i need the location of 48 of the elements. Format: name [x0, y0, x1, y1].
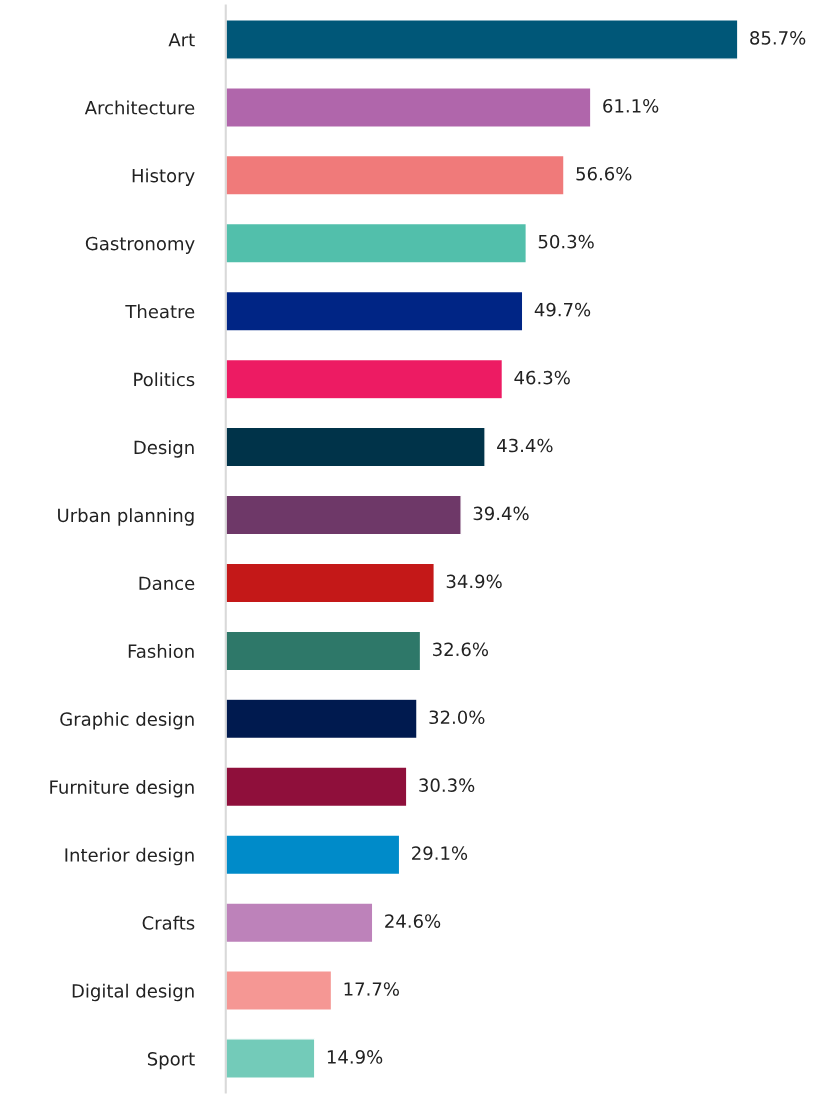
y-tick-label: Design	[134, 440, 194, 458]
bar	[225, 19, 739, 60]
data-label: 50.3%	[538, 234, 594, 249]
data-label: 17.7%	[344, 982, 399, 996]
data-label: 14.9%	[327, 1050, 383, 1064]
bar	[225, 426, 486, 468]
data-label: 61.1%	[603, 98, 659, 113]
y-tick-label: Crafts	[142, 915, 195, 930]
y-tick-label: Fashion	[128, 644, 194, 659]
data-label: 30.3%	[419, 778, 475, 793]
bar	[225, 222, 528, 264]
data-label: 46.3%	[514, 370, 570, 385]
y-tick-label: Sport	[147, 1052, 195, 1070]
y-tick-label: Urban planning	[58, 508, 194, 526]
data-label: 43.4%	[497, 438, 553, 453]
y-tick-label: Art	[168, 33, 195, 47]
bar	[225, 630, 422, 672]
data-label: 34.9%	[446, 574, 502, 589]
data-label: 56.6%	[576, 166, 632, 181]
y-tick-label: Theatre	[125, 304, 195, 319]
bar	[225, 154, 565, 196]
data-label: 32.6%	[433, 642, 489, 657]
y-tick-label: Dance	[139, 576, 195, 591]
bar	[225, 766, 408, 808]
bar	[225, 87, 592, 128]
y-tick-label: Architecture	[84, 100, 195, 115]
bar	[225, 562, 435, 604]
y-tick-label: Politics	[134, 372, 195, 387]
bar	[225, 970, 333, 1011]
bar	[225, 358, 504, 400]
y-tick-label: Gastronomy	[85, 236, 195, 254]
data-label: 49.7%	[534, 302, 591, 317]
bar	[225, 290, 524, 332]
y-tick-label: Interior design	[65, 847, 194, 866]
y-tick-label: History	[132, 168, 195, 186]
data-label: 85.7%	[750, 31, 806, 45]
y-tick-label: Digital design	[72, 983, 194, 1002]
bar	[225, 698, 418, 740]
bar	[225, 494, 462, 536]
bar	[225, 1038, 316, 1079]
bar	[225, 834, 401, 876]
data-label: 32.0%	[429, 710, 485, 725]
y-tick-label: Graphic design	[60, 711, 194, 730]
y-tick-label: Furniture design	[50, 779, 194, 798]
data-label: 29.1%	[412, 846, 468, 860]
data-label: 39.4%	[473, 506, 529, 521]
bar	[225, 902, 374, 944]
data-label: 24.6%	[385, 914, 441, 928]
